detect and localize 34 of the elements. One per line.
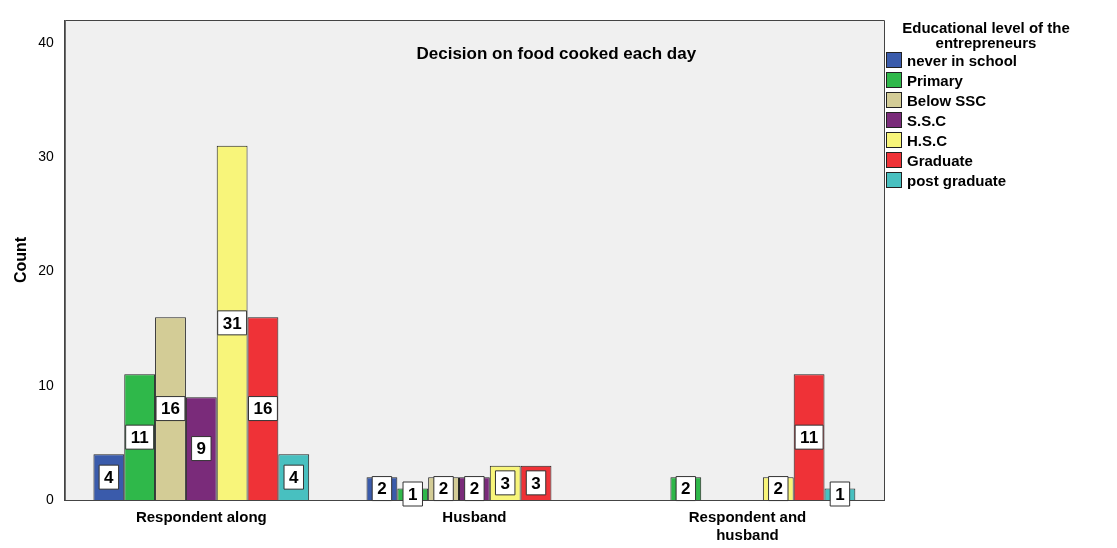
x-tick-label: Respondent along	[135, 508, 267, 526]
text: Decision on food cooked each day	[416, 43, 697, 63]
data-label: 16	[161, 399, 180, 419]
legend-label: Graduate	[907, 151, 973, 169]
data-label: 2	[469, 479, 480, 499]
data-label: 11	[130, 427, 149, 447]
y-tick-label: 10	[38, 376, 54, 393]
legend-label: Below SSC	[907, 91, 987, 109]
data-label: 3	[500, 473, 510, 493]
y-tick-label: 30	[38, 148, 54, 164]
y-tick-label: 20	[38, 262, 54, 279]
data-label: 1	[835, 484, 845, 504]
data-label: 4	[104, 467, 115, 487]
y-tick-label: 0	[45, 490, 54, 507]
legend-label: S.S.C	[907, 111, 947, 129]
legend-label: H.S.C	[907, 131, 948, 149]
legend-label: never in school	[907, 51, 1018, 69]
data-label: 3	[531, 473, 541, 493]
data-label: 11	[800, 427, 819, 447]
legend-label: Primary	[907, 71, 963, 89]
y-tick-label: 40	[38, 33, 54, 50]
x-tick-label: Husband	[442, 508, 507, 526]
legend-label: post graduate	[907, 171, 1007, 189]
data-label: 16	[253, 399, 273, 419]
data-label: 9	[196, 439, 207, 459]
data-label: 2	[773, 479, 784, 499]
y-axis-title: Count	[12, 236, 30, 284]
data-label: 2	[377, 479, 387, 499]
x-tick-label: Respondent and husband	[688, 508, 807, 544]
data-label: 2	[438, 479, 449, 499]
data-label: 31	[222, 313, 242, 333]
data-label: 2	[681, 479, 691, 499]
data-label: 1	[408, 484, 418, 504]
data-label: 4	[289, 467, 300, 487]
